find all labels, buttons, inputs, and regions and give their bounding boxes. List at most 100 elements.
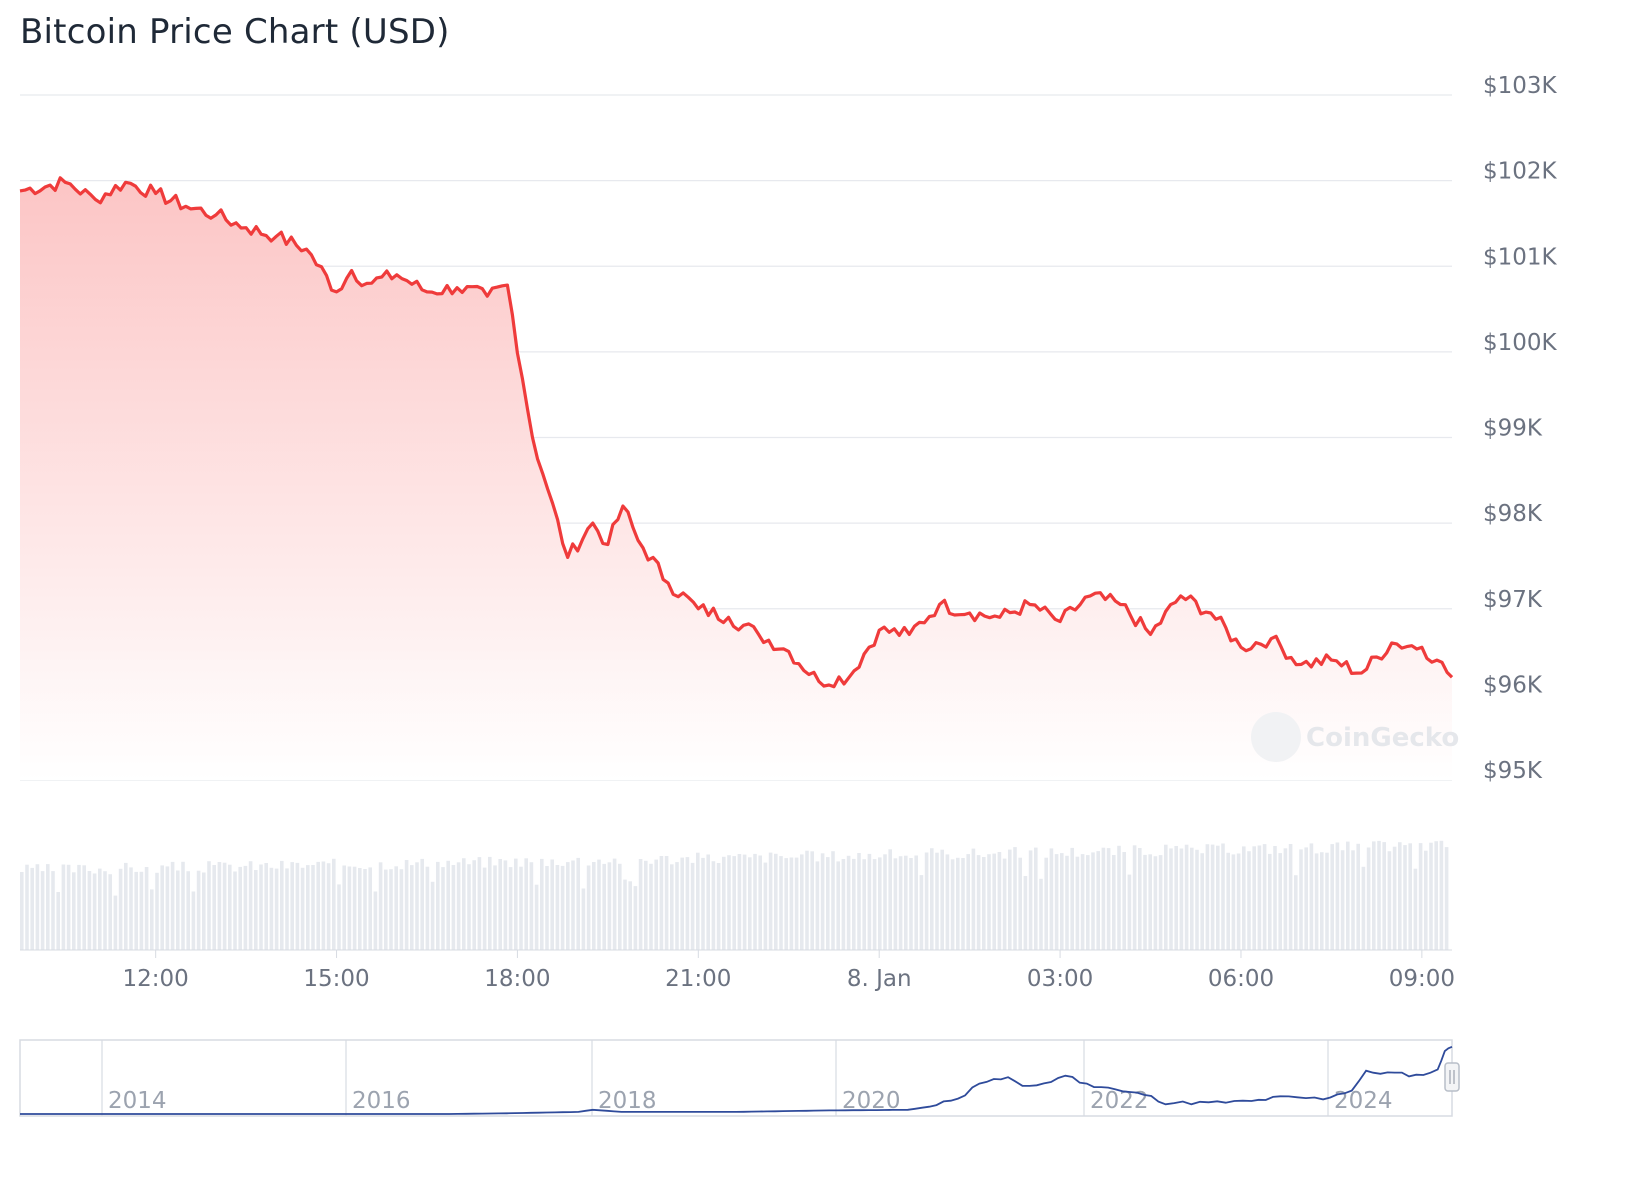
x-tick-label: 21:00 [665, 966, 731, 992]
volume-bar [1070, 847, 1074, 950]
volume-bar [1351, 850, 1355, 950]
volume-bar [711, 861, 716, 950]
y-tick-label: $96K [1483, 672, 1543, 698]
volume-bar [685, 857, 690, 950]
volume-bar [1008, 849, 1012, 950]
volume-bar [228, 864, 232, 950]
volume-bar [467, 864, 471, 950]
range-navigator[interactable]: 2014 2016 2018 2020 2022 2024 [19, 1039, 1460, 1117]
volume-bar [280, 860, 284, 950]
x-tick-label: 8. Jan [847, 966, 912, 992]
volume-bar [503, 860, 508, 950]
volume-bar [462, 858, 466, 950]
volume-bar [222, 862, 227, 950]
volume-bar [545, 866, 549, 950]
volume-bar [212, 865, 216, 950]
volume-bar [1283, 848, 1288, 950]
volume-bar [878, 857, 882, 950]
volume-bar [1398, 842, 1402, 950]
volume-bar [1210, 844, 1215, 950]
volume-bar [560, 865, 565, 950]
volume-bar [233, 871, 237, 950]
price-line[interactable] [19, 176, 1454, 689]
volume-bar [1039, 878, 1043, 950]
volume-bar [1294, 875, 1298, 950]
volume-bar [1372, 841, 1376, 950]
volume-bar [1257, 845, 1262, 950]
gecko-logo-icon [1251, 712, 1301, 762]
chart-title: Bitcoin Price Chart (USD) [20, 12, 450, 52]
volume-bar [425, 866, 430, 950]
navigator-history-line [20, 1045, 1453, 1115]
volume-bar [352, 866, 357, 950]
volume-bar [649, 863, 653, 950]
volume-bar [98, 868, 102, 950]
volume-bar [482, 867, 487, 950]
volume-bar [394, 866, 398, 950]
volume-bar [66, 864, 71, 950]
volume-bar [696, 852, 700, 950]
volume-bar [202, 872, 206, 950]
volume-bar [1216, 845, 1220, 950]
volume-bar [1444, 847, 1449, 950]
navigator-handle[interactable] [1444, 1062, 1460, 1092]
volume-bar [514, 858, 518, 950]
volume-bar [113, 895, 118, 950]
volume-bar [638, 859, 643, 950]
volume-bar [659, 856, 664, 950]
volume-bar [1065, 855, 1069, 950]
volume-bar [1086, 855, 1090, 950]
volume-bar [758, 855, 762, 950]
volume-bar [1044, 857, 1048, 950]
volume-bar [1361, 866, 1366, 950]
volume-bar [1273, 846, 1277, 950]
volume-bar [768, 852, 773, 950]
volume-bar [1226, 852, 1230, 950]
volume-bar [1262, 844, 1267, 950]
volume-bar [295, 862, 300, 950]
volume-bar [742, 854, 747, 950]
x-tick-label: 15:00 [303, 966, 369, 992]
volume-bars [20, 840, 1452, 951]
volume-bar [1195, 849, 1199, 950]
volume-bar [196, 870, 201, 950]
volume-bar [1439, 840, 1444, 950]
volume-bar [436, 861, 440, 950]
volume-bar [976, 855, 981, 950]
volume-bar [129, 867, 133, 950]
volume-bar [259, 864, 263, 950]
navigator-year-label: 2022 [1090, 1088, 1149, 1114]
volume-bar [794, 857, 799, 950]
volume-bar [628, 881, 632, 950]
volume-bar [274, 868, 279, 950]
volume-bar [1231, 854, 1236, 950]
volume-bar [1153, 856, 1158, 950]
volume-bar [1205, 844, 1210, 950]
volume-bar [534, 884, 539, 950]
volume-bar [1018, 857, 1022, 950]
volume-bar [363, 869, 367, 950]
volume-bar [456, 862, 461, 950]
volume-bar [846, 855, 851, 950]
volume-bar [1320, 852, 1324, 950]
volume-bar [415, 862, 419, 950]
volume-bar [607, 862, 612, 950]
volume-bar [1174, 846, 1178, 950]
volume-bar [930, 848, 934, 950]
volume-bar [420, 858, 424, 950]
x-tick-label: 03:00 [1027, 966, 1093, 992]
volume-bar [1299, 849, 1303, 950]
volume-bar [217, 862, 222, 950]
volume-bar [254, 870, 258, 950]
volume-bar [1106, 848, 1111, 950]
x-tick-label: 12:00 [123, 966, 189, 992]
volume-bar [826, 857, 830, 950]
volume-bar [1013, 847, 1017, 950]
volume-bar [384, 869, 388, 950]
volume-bar [867, 853, 872, 950]
volume-bar [1314, 853, 1319, 950]
volume-bar [940, 849, 944, 950]
volume-bar [1434, 841, 1438, 950]
volume-bar [342, 865, 346, 950]
volume-bar [836, 861, 840, 950]
